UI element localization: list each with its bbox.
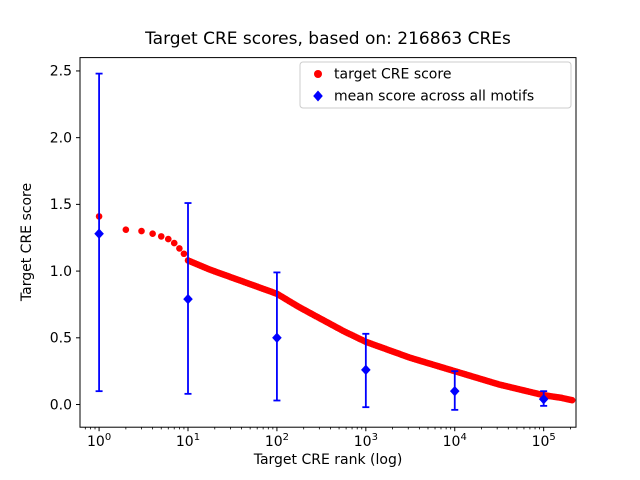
mean-score-series <box>94 72 549 411</box>
svg-text:1.0: 1.0 <box>50 264 72 280</box>
svg-text:0.0: 0.0 <box>50 397 72 413</box>
svg-text:101: 101 <box>176 432 200 450</box>
svg-text:105: 105 <box>532 432 556 450</box>
svg-text:103: 103 <box>354 432 378 450</box>
svg-text:104: 104 <box>443 432 467 450</box>
svg-text:102: 102 <box>265 432 289 450</box>
x-axis-ticks: 100 101 102 103 104 105 <box>87 427 556 450</box>
legend-label-mean: mean score across all motifs <box>334 89 534 105</box>
x-axis-minor-ticks <box>84 427 571 430</box>
y-axis-label: Target CRE score <box>19 183 35 302</box>
legend-label-target: target CRE score <box>334 67 451 83</box>
svg-text:2.5: 2.5 <box>50 64 72 80</box>
legend-box <box>299 61 572 109</box>
target-score-series <box>95 213 576 404</box>
svg-text:0.5: 0.5 <box>50 331 72 347</box>
legend-marker-target-circle <box>314 70 322 78</box>
y-axis-ticks: 0.0 0.5 1.0 1.5 2.0 2.5 <box>50 64 80 413</box>
svg-text:100: 100 <box>87 432 111 450</box>
svg-text:1.5: 1.5 <box>50 197 72 213</box>
plot-border <box>79 57 577 428</box>
svg-text:2.0: 2.0 <box>50 130 72 146</box>
legend-marker-mean-diamond <box>313 90 323 102</box>
x-axis-label: Target CRE rank (log) <box>253 452 403 468</box>
chart-title: Target CRE scores, based on: 216863 CREs <box>144 29 511 49</box>
legend: target CRE score mean score across all m… <box>299 61 572 109</box>
